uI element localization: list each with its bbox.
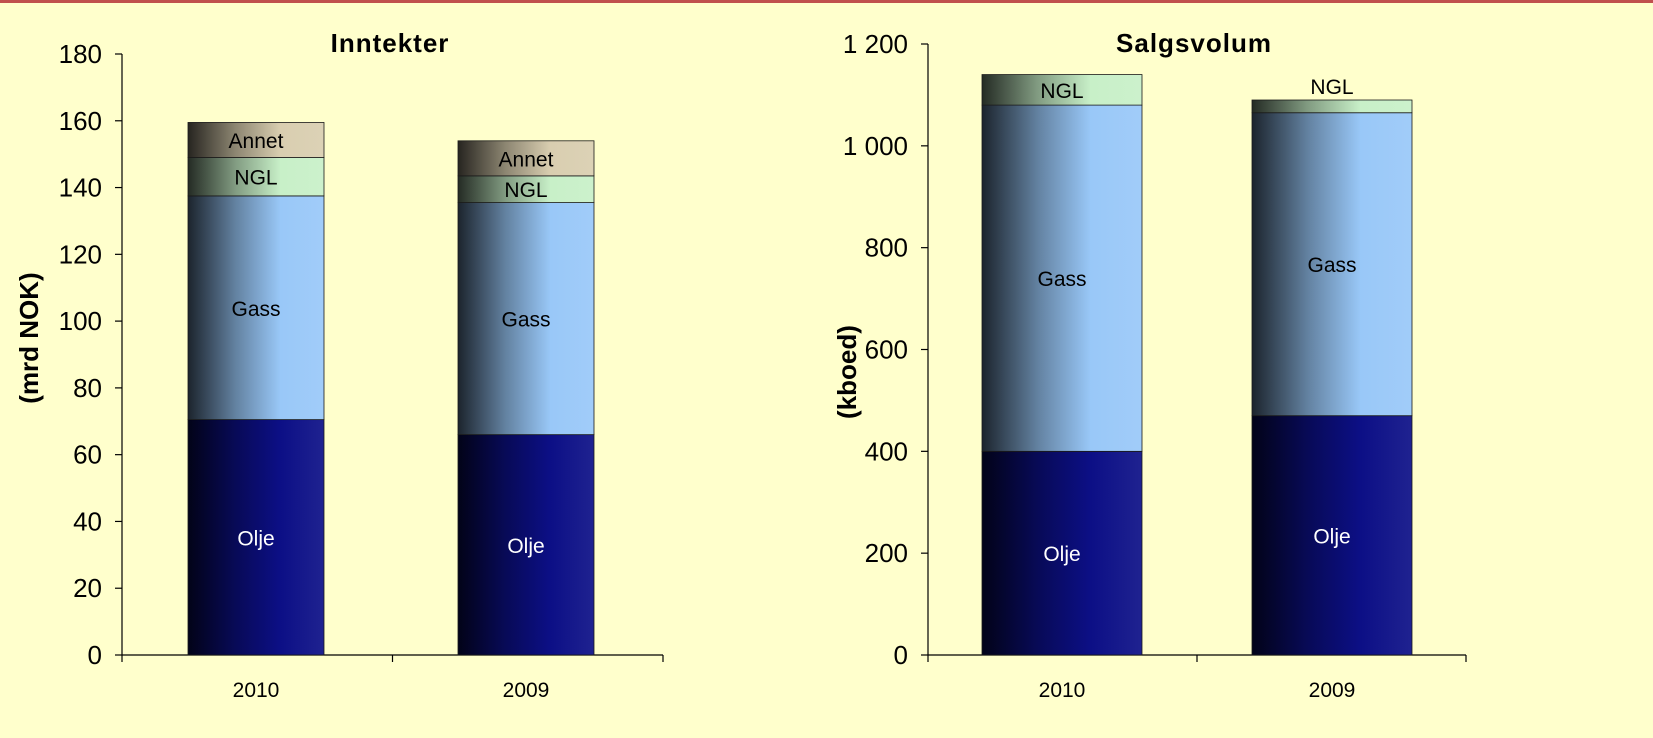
x-category-label: 2010 bbox=[233, 679, 280, 702]
bar-segment-ngl-2009 bbox=[1251, 99, 1413, 114]
segment-label-olje: Olje bbox=[1313, 525, 1350, 548]
y-tick-label: 40 bbox=[73, 506, 102, 536]
y-axis-title: (kboed) bbox=[832, 325, 862, 419]
top-rule bbox=[0, 0, 1653, 3]
chart-title: Inntekter bbox=[331, 28, 450, 58]
chart-salgsvolum: 0 200 400 600 800 1 000 1 200 Olje Gass NGL 2010 Ol… bbox=[832, 28, 1467, 702]
y-tick-label: 160 bbox=[59, 106, 102, 136]
y-tick-label: 60 bbox=[73, 440, 102, 470]
segment-label-annet: Annet bbox=[229, 130, 284, 153]
y-tick-label: 100 bbox=[59, 306, 102, 336]
x-category-label: 2009 bbox=[503, 679, 550, 702]
segment-label-ngl: NGL bbox=[1040, 80, 1083, 103]
segment-label-ngl: NGL bbox=[1310, 76, 1353, 99]
segment-label-annet: Annet bbox=[499, 148, 554, 171]
segment-label-ngl: NGL bbox=[234, 167, 277, 190]
bar-segment-olje-2010 bbox=[981, 450, 1143, 656]
chart-title: Salgsvolum bbox=[1116, 28, 1272, 58]
bar-segment-olje-2010 bbox=[187, 419, 325, 656]
y-tick-label: 1 200 bbox=[843, 29, 908, 59]
bar-segment-ngl-2010 bbox=[187, 157, 325, 197]
y-tick-label: 80 bbox=[73, 373, 102, 403]
y-tick-label: 120 bbox=[59, 239, 102, 269]
y-tick-label: 0 bbox=[88, 640, 102, 670]
chart-inntekter: 0 20 40 60 80 100 120 140 160 180 Olje Gass NGL Annet… bbox=[14, 28, 664, 702]
bar-segment-gass-2009 bbox=[457, 202, 595, 436]
bar-segment-gass-2010 bbox=[187, 195, 325, 421]
y-tick-label: 1 000 bbox=[843, 131, 908, 161]
segment-label-olje: Olje bbox=[507, 535, 544, 558]
y-tick-label: 20 bbox=[73, 573, 102, 603]
y-tick-label: 600 bbox=[865, 335, 908, 365]
segment-label-olje: Olje bbox=[1043, 543, 1080, 566]
bar-segment-annet-2010 bbox=[187, 122, 325, 158]
bar-segment-gass-2009 bbox=[1251, 112, 1413, 417]
bar-segment-ngl-2010 bbox=[981, 74, 1143, 106]
y-tick-label: 0 bbox=[894, 640, 908, 670]
y-tick-label: 140 bbox=[59, 173, 102, 203]
y-tick-label: 200 bbox=[865, 538, 908, 568]
x-category-label: 2009 bbox=[1309, 679, 1356, 702]
segment-label-gass: Gass bbox=[501, 309, 550, 332]
segment-label-ngl: NGL bbox=[504, 179, 547, 202]
x-category-label: 2010 bbox=[1039, 679, 1086, 702]
y-tick-label: 180 bbox=[59, 39, 102, 69]
segment-label-olje: Olje bbox=[237, 527, 274, 550]
segment-label-gass: Gass bbox=[1307, 254, 1356, 277]
bar-segment-annet-2009 bbox=[457, 140, 595, 177]
y-axis-title: (mrd NOK) bbox=[14, 272, 44, 403]
y-tick-label: 800 bbox=[865, 233, 908, 263]
bar-segment-olje-2009 bbox=[1251, 415, 1413, 656]
bar-segment-olje-2009 bbox=[457, 434, 595, 656]
segment-label-gass: Gass bbox=[1037, 268, 1086, 291]
y-tick-label: 400 bbox=[865, 436, 908, 466]
segment-label-gass: Gass bbox=[231, 298, 280, 321]
